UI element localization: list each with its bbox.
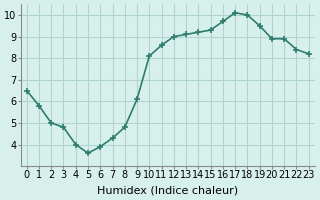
X-axis label: Humidex (Indice chaleur): Humidex (Indice chaleur)	[97, 186, 238, 196]
